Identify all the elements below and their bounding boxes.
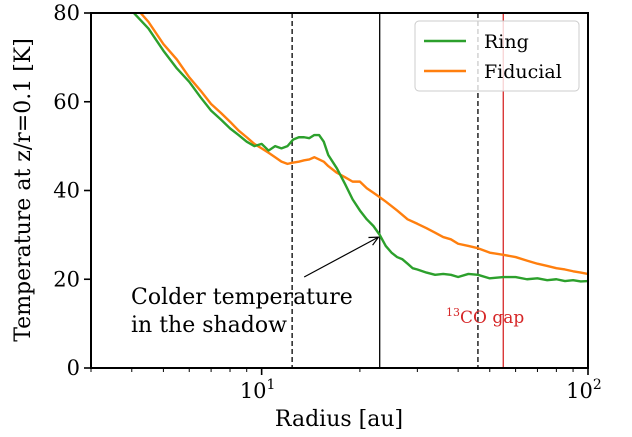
shadow-annotation: Colder temperature in the shadow: [131, 236, 380, 338]
legend-label-ring: Ring: [484, 31, 529, 53]
annotation-arrow: [303, 236, 379, 278]
y-tick-label: 40: [53, 179, 80, 203]
x-axis-label: Radius [au]: [275, 407, 403, 432]
x-tick-label: 101: [240, 377, 276, 403]
y-tick-label: 20: [53, 267, 80, 291]
annotation-arrowhead: [368, 236, 380, 246]
x-tick-label: 102: [566, 377, 602, 403]
y-tick-label: 0: [67, 356, 80, 380]
series-line-ring: [132, 13, 588, 283]
y-axis-label: Temperature at z/r=0.1 [K]: [11, 38, 36, 342]
annotation-line-1: Colder temperature: [131, 285, 353, 310]
y-tick-label: 80: [53, 1, 80, 25]
legend-box: [414, 20, 580, 92]
series-layer: [132, 13, 588, 283]
legend-label-fiducial: Fiducial: [484, 61, 562, 83]
gap-label-superscript: 13: [446, 306, 460, 319]
y-tick-label: 60: [53, 90, 80, 114]
series-line-fiducial: [139, 13, 588, 276]
legend: Ring Fiducial: [414, 20, 580, 92]
axis-ticks: 0 20 40 60 80 101 102: [53, 1, 602, 403]
gap-label: 13CO gap: [446, 306, 524, 328]
annotation-line-2: in the shadow: [131, 313, 287, 338]
gap-label-text: CO gap: [460, 308, 524, 328]
